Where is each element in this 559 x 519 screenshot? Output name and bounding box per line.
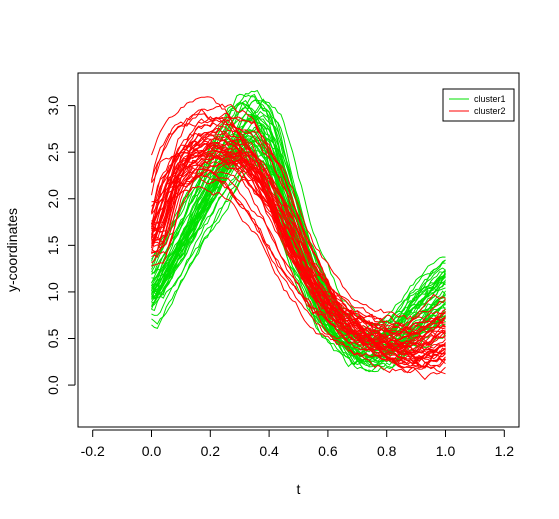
- x-tick-label: -0.2: [81, 443, 105, 459]
- x-axis-label: t: [297, 481, 301, 497]
- x-tick-label: 0.2: [201, 443, 221, 459]
- curve-cluster2: [151, 135, 446, 363]
- curve-cluster1: [151, 110, 446, 344]
- legend-box: [442, 88, 515, 122]
- curve-cluster2: [151, 132, 446, 360]
- legend: cluster1 cluster2: [442, 88, 515, 122]
- x-tick-label: 0.6: [318, 443, 338, 459]
- y-tick-label: 1.0: [45, 282, 61, 302]
- curve-cluster1: [151, 162, 446, 373]
- curve-cluster2: [151, 154, 446, 335]
- curve-cluster2: [151, 169, 446, 364]
- curve-cluster2: [151, 103, 446, 362]
- curve-cluster2: [151, 162, 446, 381]
- curve-cluster2: [151, 172, 446, 340]
- y-axis-label: y-coordinates: [4, 208, 20, 292]
- curve-cluster1: [151, 99, 446, 327]
- y-tick-label: 2.0: [45, 189, 61, 209]
- curve-cluster2: [151, 175, 446, 374]
- y-tick-label: 3.0: [45, 96, 61, 116]
- y-tick-label: 1.5: [45, 235, 61, 255]
- x-tick-label: 0.8: [377, 443, 397, 459]
- legend-label-cluster2: cluster2: [474, 106, 506, 116]
- x-tick-label: 0.4: [259, 443, 279, 459]
- curve-cluster2: [151, 117, 446, 323]
- x-axis: -0.2 0.0 0.2 0.4 0.6 0.8 1.0 1.2: [81, 429, 515, 459]
- plot-frame: [77, 72, 520, 428]
- y-axis: 0.0 0.5 1.0 1.5 2.0 2.5 3.0: [45, 96, 76, 395]
- curve-cluster2: [151, 185, 446, 366]
- curve-cluster1: [151, 138, 446, 344]
- curve-cluster2: [151, 159, 446, 336]
- y-tick-label: 0.5: [45, 329, 61, 349]
- x-tick-label: 1.2: [495, 443, 515, 459]
- legend-label-cluster1: cluster1: [474, 94, 506, 104]
- series-curves: [151, 89, 446, 381]
- x-tick-label: 0.0: [142, 443, 162, 459]
- curve-cluster2: [151, 112, 446, 364]
- curve-cluster2: [151, 137, 446, 347]
- x-tick-label: 1.0: [436, 443, 456, 459]
- y-tick-label: 2.5: [45, 142, 61, 162]
- y-tick-label: 0.0: [45, 375, 61, 395]
